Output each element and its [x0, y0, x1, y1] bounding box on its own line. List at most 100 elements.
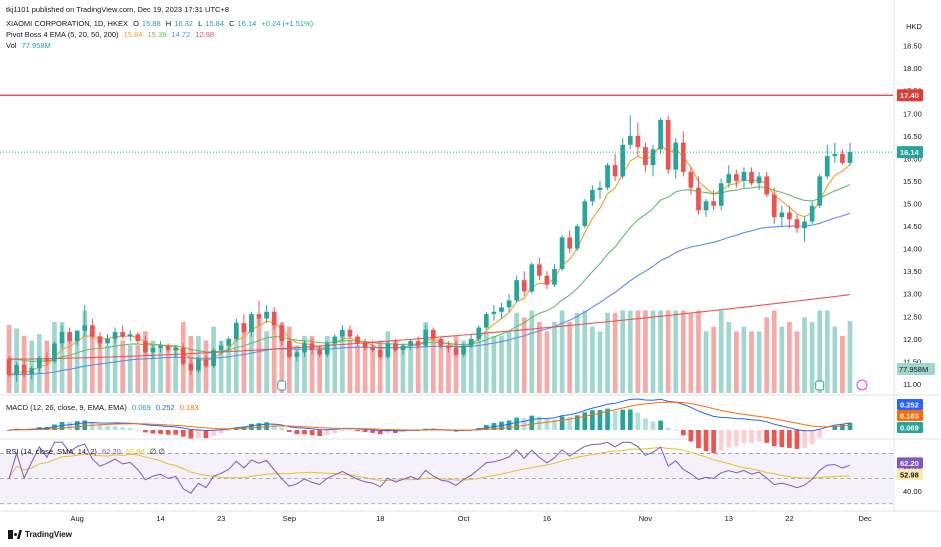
time-axis-tick: 14 [156, 514, 164, 523]
macd-histogram-bar [544, 419, 550, 430]
horizontal-line-price-label: 17.40 [900, 91, 919, 100]
ema-legend[interactable]: Pivot Boss 4 EMA (5, 20, 50, 200) 15.84 … [6, 30, 217, 40]
candle-body [521, 280, 527, 292]
macd-histogram-bar [97, 424, 103, 430]
candle-body [802, 221, 807, 229]
ema20-line [8, 184, 851, 362]
dividend-marker-icon [856, 379, 868, 391]
macd-histogram-bar [620, 409, 626, 430]
rsi-extra: ∅ ∅ [149, 447, 165, 456]
rsi-legend[interactable]: RSI (14, close, SMA, 14, 2) 62.20 52.98 … [6, 447, 168, 457]
symbol-legend[interactable]: XIAOMI CORPORATION, 1D, HKEX O 15.88 H 16.… [6, 19, 316, 29]
macd-histogram-bar [143, 430, 148, 433]
volume-bar [476, 335, 482, 393]
candle-body [658, 120, 663, 150]
rsi-label[interactable]: RSI (14, close, SMA, 14, 2) [6, 447, 97, 456]
candle-body [537, 264, 542, 276]
currency-label[interactable]: HKD [906, 22, 922, 31]
macd-label[interactable]: MACD (12, 26, close, 9, EMA, EMA) [6, 403, 127, 412]
volume-bar [665, 310, 671, 393]
candle-body [218, 345, 224, 351]
volume-bar [749, 331, 754, 393]
macd-histogram-bar [794, 430, 800, 449]
time-axis-tick: Dec [858, 514, 872, 523]
macd-histogram-bar [506, 420, 512, 430]
volume-bar [256, 317, 262, 393]
ema-label[interactable]: Pivot Boss 4 EMA (5, 20, 50, 200) [6, 30, 119, 39]
volume-bar [59, 322, 65, 393]
volume-bar [430, 340, 436, 393]
volume-bar [226, 340, 232, 393]
volume-tag-label: 77.958M [899, 365, 928, 374]
macd-signal-value: 0.183 [179, 403, 199, 412]
volume-bar [135, 345, 141, 393]
symbol-name[interactable]: XIAOMI CORPORATION, 1D, HKEX [6, 19, 128, 28]
macd-histogram-bar [256, 423, 262, 430]
volume-bar [158, 345, 163, 393]
macd-histogram-bar [355, 430, 360, 432]
tradingview-logo[interactable]: TradingView [8, 530, 72, 539]
candle-body [120, 332, 125, 337]
candle-body [567, 237, 573, 249]
macd-histogram-bar [696, 430, 701, 449]
open-label: O [133, 19, 139, 28]
macd-value-tag [897, 410, 923, 421]
volume-bar [264, 331, 269, 393]
volume-bar [355, 345, 360, 393]
candle-body [21, 365, 27, 375]
macd-histogram-bar [521, 418, 527, 430]
candle-body [483, 314, 489, 328]
macd-histogram-bar [840, 424, 845, 430]
macd-histogram-bar [211, 430, 216, 436]
macd-histogram-bar [627, 409, 633, 430]
macd-histogram-bar [574, 415, 580, 430]
candle-body [680, 142, 686, 172]
volume-bar [279, 322, 285, 393]
volume-bar [309, 335, 315, 393]
macd-histogram-bar [779, 430, 785, 448]
volume-bar [400, 345, 406, 393]
candle-body [771, 194, 777, 218]
candle-body [89, 325, 95, 337]
candle-body [673, 142, 679, 170]
volume-bar [286, 326, 292, 393]
volume-bar [173, 345, 179, 393]
macd-legend[interactable]: MACD (12, 26, close, 9, EMA, EMA) 0.069 … [6, 403, 202, 413]
macd-histogram-bar [370, 430, 376, 433]
candle-body [453, 347, 459, 355]
macd-histogram-bar [817, 430, 823, 438]
candle-body [400, 345, 406, 351]
candle-body [29, 368, 35, 375]
macd-histogram-bar [590, 410, 595, 430]
volume-bar [67, 335, 72, 393]
volume-bar [105, 345, 110, 393]
candle-body [408, 341, 413, 346]
candle-body [309, 343, 315, 351]
volume-bar [82, 310, 88, 393]
volume-bar [453, 335, 459, 393]
candle-body [203, 359, 209, 366]
volume-bar [499, 335, 504, 393]
candle-body [749, 171, 754, 184]
candle-body [226, 338, 232, 346]
volume-bar [491, 335, 497, 393]
macd-histogram-bar [650, 421, 656, 430]
volume-bar [597, 331, 603, 393]
macd-histogram-bar [6, 430, 12, 431]
candle-body [415, 341, 421, 346]
macd-value-tag-label: 0.252 [900, 401, 919, 410]
volume-legend[interactable]: Vol 77.958M [6, 41, 54, 51]
volume-bar [537, 322, 542, 393]
candle-body [696, 187, 701, 211]
volume-bar [756, 331, 762, 393]
open-value: 15.88 [141, 19, 161, 28]
volume-bar [393, 340, 398, 393]
macd-histogram-bar [332, 430, 338, 434]
volume-bar [771, 310, 777, 393]
macd-histogram-bar [552, 419, 557, 430]
volume-label[interactable]: Vol [6, 41, 17, 50]
tradingview-text: TradingView [25, 530, 72, 539]
volume-bar [249, 317, 254, 393]
volume-bar [673, 310, 679, 393]
